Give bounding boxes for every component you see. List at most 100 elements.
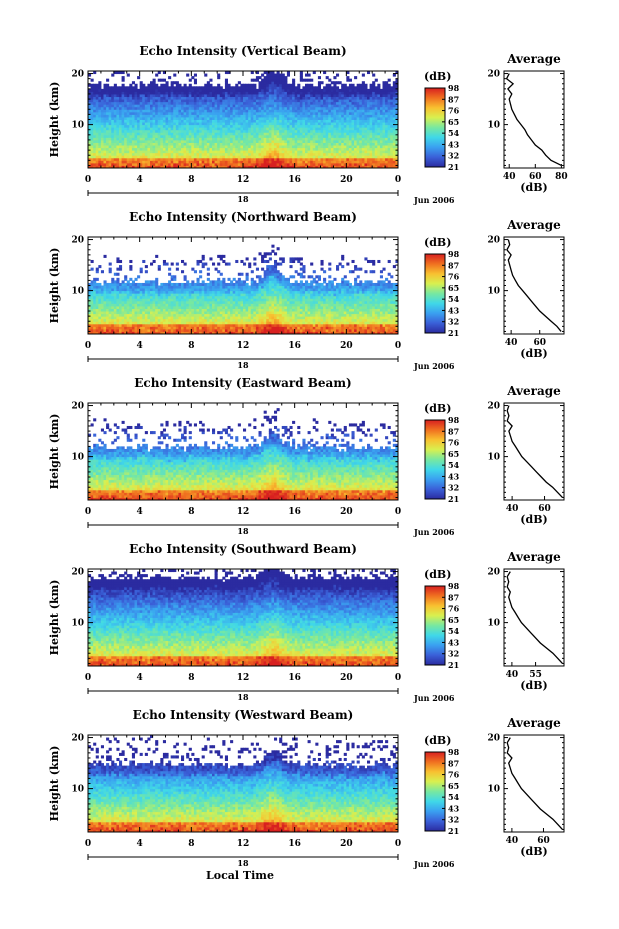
x-tick-label: 16	[288, 839, 301, 849]
colorbar	[424, 419, 446, 500]
average-panel: Average 10 20 40 55(dB)	[487, 550, 565, 692]
colorbar-tick-label: 21	[448, 162, 459, 172]
colorbar-tick-label: 32	[448, 151, 459, 161]
x-tick-label: 12	[237, 673, 250, 683]
average-x-axis-label: (dB)	[520, 181, 547, 194]
x-tick-label: 0	[85, 839, 91, 849]
average-x-tick-label: 40	[506, 836, 519, 846]
x-tick-label: 0	[395, 175, 401, 185]
average-frame	[503, 568, 565, 667]
x-tick-label: 0	[395, 341, 401, 351]
colorbar-tick-label: 32	[448, 317, 459, 327]
heatmap	[88, 408, 398, 500]
x-tick-label: 8	[188, 839, 194, 849]
colorbar-tick-label: 21	[448, 826, 459, 836]
x-tick-label: 4	[137, 341, 143, 351]
colorbar-tick-label: 32	[448, 649, 459, 659]
y-tick-label: 10	[71, 287, 84, 297]
date-label: Jun 2006	[413, 527, 455, 537]
average-y-tick-label: 10	[487, 121, 500, 131]
average-frame	[503, 402, 565, 501]
day-marker: 18	[237, 526, 249, 536]
x-tick-label: 4	[137, 507, 143, 517]
average-x-tick-label: 40	[503, 172, 516, 182]
y-tick-label: 20	[71, 734, 84, 744]
colorbar-tick-label: 98	[448, 83, 460, 93]
x-tick-label: 8	[188, 673, 194, 683]
average-profile-line	[506, 239, 562, 332]
heatmap	[88, 735, 398, 832]
average-x-tick-label: 40	[505, 338, 518, 348]
colorbar-tick-label: 43	[448, 305, 460, 315]
date-label: Jun 2006	[413, 693, 455, 703]
x-tick-label: 20	[340, 839, 353, 849]
y-tick-label: 10	[71, 619, 84, 629]
average-x-tick-label: 60	[529, 172, 542, 182]
x-tick-label: 4	[137, 673, 143, 683]
average-y-tick-label: 10	[487, 453, 500, 463]
date-label: Jun 2006	[413, 859, 455, 869]
average-x-axis-label: (dB)	[520, 679, 547, 692]
day-marker: 18	[237, 360, 249, 370]
average-x-tick-label: 80	[555, 172, 568, 182]
colorbar-tick-label: 54	[448, 128, 460, 138]
colorbar-tick-label: 87	[448, 592, 459, 602]
colorbar-tick-label: 65	[448, 781, 459, 791]
x-tick-label: 20	[340, 507, 353, 517]
colorbar-tick-label: 54	[448, 792, 460, 802]
colorbar-title: (dB)	[424, 70, 451, 83]
y-axis-label: Height (km)	[48, 580, 61, 656]
average-y-tick-label: 10	[487, 287, 500, 297]
colorbar-tick-label: 21	[448, 494, 459, 504]
average-profile-line	[506, 405, 563, 498]
colorbar-tick-label: 32	[448, 483, 459, 493]
x-tick-label: 12	[237, 175, 250, 185]
y-axis-label: Height (km)	[48, 82, 61, 158]
x-tick-label: 12	[237, 507, 250, 517]
y-tick-label: 20	[71, 70, 84, 80]
x-tick-label: 0	[395, 673, 401, 683]
panel-1: Echo Intensity (Vertical Beam) 10 20 Height…	[48, 44, 568, 205]
colorbar-title: (dB)	[424, 236, 451, 249]
average-frame	[503, 236, 565, 335]
average-x-tick-label: 40	[506, 504, 519, 514]
colorbar-title: (dB)	[424, 734, 451, 747]
y-tick-label: 10	[71, 785, 84, 795]
average-panel: Average 10 20 40 60(dB)	[487, 218, 565, 360]
panel-4: Echo Intensity (Southward Beam) 10 20 Heigh…	[48, 542, 565, 703]
x-tick-label: 4	[137, 839, 143, 849]
average-y-tick-label: 10	[487, 785, 500, 795]
panel-title: Echo Intensity (Eastward Beam)	[134, 376, 351, 390]
average-x-axis-label: (dB)	[520, 347, 547, 360]
x-tick-label: 8	[188, 175, 194, 185]
y-axis-label: Height (km)	[48, 248, 61, 324]
y-tick-label: 10	[71, 121, 84, 131]
colorbar-tick-label: 98	[448, 249, 460, 259]
panel-title: Echo Intensity (Westward Beam)	[133, 708, 354, 722]
x-tick-label: 0	[395, 507, 401, 517]
average-frame	[503, 734, 565, 833]
colorbar	[424, 585, 446, 666]
colorbar-tick-label: 76	[448, 438, 460, 448]
colorbar-tick-label: 65	[448, 117, 459, 127]
colorbar-tick-label: 65	[448, 283, 459, 293]
day-marker: 18	[237, 692, 249, 702]
colorbar-title: (dB)	[424, 568, 451, 581]
average-title: Average	[506, 550, 561, 564]
average-x-axis-label: (dB)	[520, 845, 547, 858]
x-tick-label: 20	[340, 341, 353, 351]
colorbar-tick-label: 43	[448, 139, 460, 149]
x-tick-label: 0	[395, 839, 401, 849]
colorbar-tick-label: 98	[448, 747, 460, 757]
colorbar-tick-label: 98	[448, 581, 460, 591]
average-panel: Average 10 20 40 60 80 (dB)	[487, 52, 567, 194]
colorbar-tick-label: 98	[448, 415, 460, 425]
y-axis-label: Height (km)	[48, 746, 61, 822]
x-tick-label: 12	[237, 341, 250, 351]
x-tick-label: 16	[288, 673, 301, 683]
colorbar-tick-label: 76	[448, 106, 460, 116]
panel-title: Echo Intensity (Southward Beam)	[129, 542, 357, 556]
average-y-tick-label: 20	[487, 734, 500, 744]
colorbar-tick-label: 87	[448, 426, 459, 436]
panel-title: Echo Intensity (Northward Beam)	[129, 210, 357, 224]
